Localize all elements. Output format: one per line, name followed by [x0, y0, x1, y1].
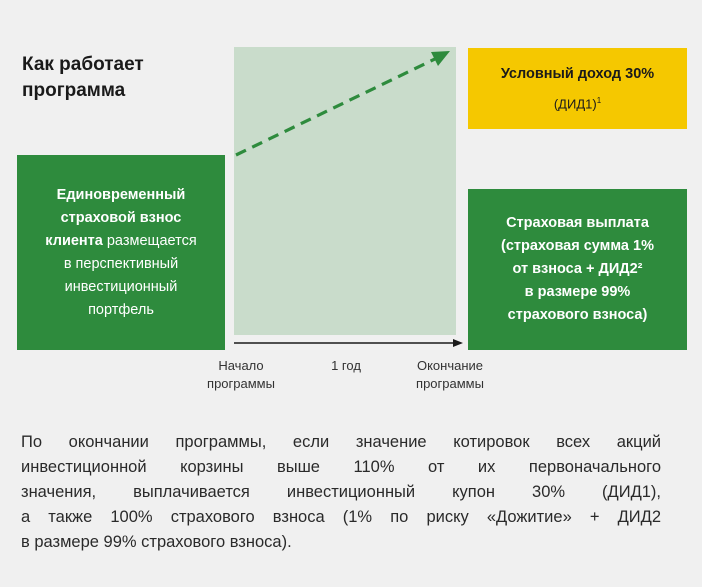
- page-title: Как работает программа: [22, 52, 222, 104]
- description-line-4: а также 100% страхового взноса (1% по ри…: [21, 508, 661, 526]
- conditional-income-box: Условный доход 30% (ДИД1)1: [468, 48, 687, 129]
- premium-bold-1: Единовременный: [56, 186, 186, 203]
- payout-line-4: в размере 99%: [524, 284, 631, 300]
- axis-start-line-2: программы: [207, 376, 275, 391]
- insurance-payout-box: Страховая выплата (страховая сумма 1% от…: [468, 189, 687, 350]
- premium-rest-3: инвестиционный: [64, 278, 178, 295]
- axis-start-label: Начало программы: [196, 357, 286, 393]
- premium-rest-2: в перспективный: [63, 255, 179, 272]
- description-line-3: значения, выплачивается инвестиционный к…: [21, 483, 661, 501]
- premium-bold-3: клиента: [45, 232, 103, 249]
- payout-line-2: (страховая сумма 1%: [500, 238, 654, 254]
- title-line-2: программа: [22, 80, 126, 101]
- program-description: По окончании программы, если значение ко…: [21, 430, 661, 555]
- title-line-1: Как работает: [22, 54, 144, 75]
- payout-line-5: страхового взноса): [507, 307, 648, 323]
- timeline-arrow-head: [453, 339, 463, 347]
- payout-line-1: Страховая выплата: [506, 215, 649, 231]
- premium-box: Единовременный страховой взнос клиента р…: [17, 155, 225, 350]
- conditional-income-title: Условный доход 30%: [500, 66, 655, 82]
- premium-rest-1: размещается: [102, 232, 197, 249]
- axis-middle-label: 1 год: [316, 357, 376, 375]
- premium-rest-4: портфель: [88, 301, 154, 318]
- premium-bold-2: страховой взнос: [60, 209, 182, 226]
- growth-dashed-line: [235, 56, 438, 157]
- conditional-income-code-text: (ДИД1): [553, 96, 597, 112]
- axis-middle-text: 1 год: [331, 358, 361, 373]
- axis-start-line-1: Начало: [218, 358, 264, 373]
- growth-area: [234, 47, 456, 335]
- axis-end-line-1: Окончание: [416, 358, 484, 373]
- payout-line-3: от взноса + ДИД2²: [512, 261, 643, 277]
- description-line-1: По окончании программы, если значение ко…: [21, 433, 661, 451]
- axis-end-label: Окончание программы: [400, 357, 500, 393]
- description-line-2: инвестиционной корзины выше 110% от их п…: [21, 458, 661, 476]
- growth-arrow-head: [431, 51, 450, 66]
- axis-end-line-2: программы: [416, 376, 484, 391]
- description-line-5: в размере 99% страхового взноса).: [21, 533, 292, 551]
- footnote-marker: 1: [596, 96, 602, 105]
- conditional-income-code: (ДИД1)1: [468, 96, 687, 111]
